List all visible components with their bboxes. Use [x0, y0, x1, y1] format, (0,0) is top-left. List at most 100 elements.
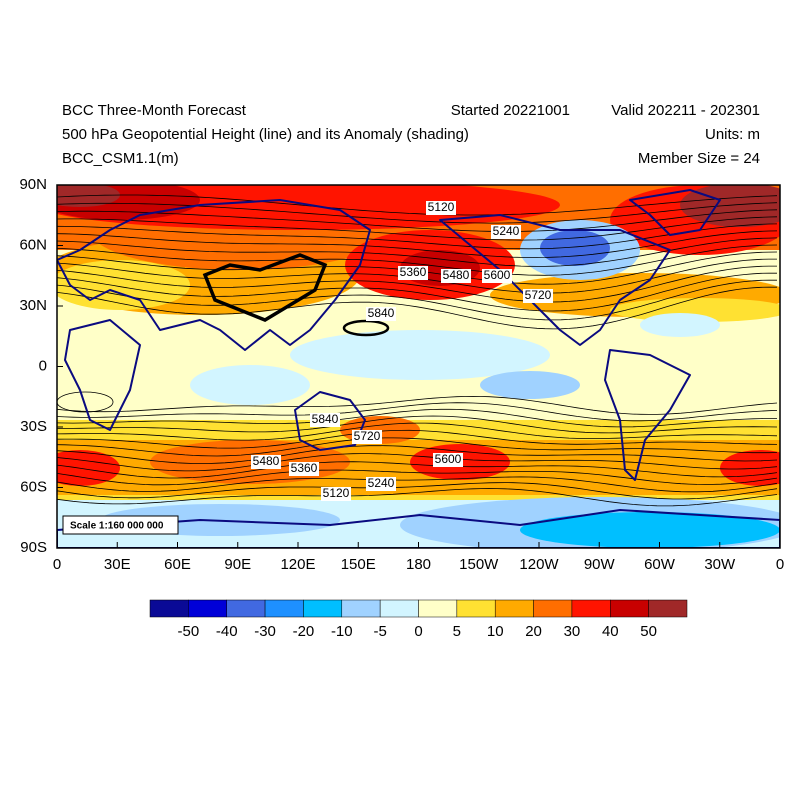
- members: Member Size = 24: [638, 150, 760, 167]
- x-tick-label: 150E: [341, 556, 376, 573]
- colorbar-box: [379, 599, 419, 618]
- colorbar-label: 40: [602, 623, 619, 640]
- contour-label: 5840: [368, 306, 395, 320]
- contour: [57, 265, 777, 303]
- x-tick-label: 90W: [584, 556, 616, 573]
- colorbar-label: -20: [293, 623, 315, 640]
- colorbar-box: [149, 599, 189, 618]
- x-tick-label: 90E: [224, 556, 251, 573]
- x-tick-label: 30E: [104, 556, 131, 573]
- x-tick-label: 60E: [164, 556, 191, 573]
- contour: [57, 209, 778, 232]
- contour-label: 5360: [400, 265, 427, 279]
- contour: [57, 453, 778, 472]
- contour-label-bg: [251, 455, 281, 469]
- y-tick-label: 30N: [19, 297, 47, 314]
- contour: [57, 461, 778, 479]
- colorbar-label: 5: [453, 623, 461, 640]
- x-tick-label: 150W: [459, 556, 499, 573]
- colorbar-box: [188, 599, 227, 618]
- y-tick-label: 90S: [20, 539, 47, 556]
- coastlines: [57, 189, 780, 548]
- contour-label: 5720: [354, 429, 381, 443]
- colorbar-box: [341, 599, 381, 618]
- contour: [57, 244, 778, 276]
- contour: [57, 286, 778, 330]
- contour: [57, 237, 778, 267]
- contour-label-bg: [366, 477, 396, 491]
- contour-label-bg: [289, 462, 319, 476]
- contour-label-bg: [352, 430, 382, 444]
- contour: [57, 391, 114, 413]
- colorbar-box: [418, 599, 458, 618]
- contour: [57, 402, 778, 422]
- y-tick-label: 60S: [20, 478, 47, 495]
- contour: [57, 279, 778, 321]
- contour: [57, 194, 778, 216]
- colorbar-box: [264, 599, 304, 618]
- valid: Valid 202211 - 202301: [611, 102, 760, 119]
- colorbar-label: -5: [373, 623, 386, 640]
- contour: [57, 272, 778, 312]
- contour: [57, 437, 778, 457]
- contour: [57, 202, 778, 224]
- contour: [57, 216, 778, 241]
- contour-label-bg: [310, 413, 340, 427]
- y-tick-label: 60N: [19, 236, 47, 253]
- contour: [57, 445, 778, 464]
- model: BCC_CSM1.1(m): [62, 150, 179, 167]
- subtitle: 500 hPa Geopotential Height (line) and i…: [62, 126, 469, 143]
- contour-label-bg: [426, 201, 456, 215]
- contour-label: 5120: [323, 486, 350, 500]
- y-tick-label: 30S: [20, 418, 47, 435]
- colorbar-box: [456, 599, 496, 618]
- contour-label: 5480: [443, 268, 470, 282]
- contour-label: 5600: [484, 268, 511, 282]
- contour: [57, 476, 778, 493]
- colorbar-label: 50: [640, 623, 657, 640]
- title: BCC Three-Month Forecast: [62, 102, 247, 119]
- colorbar-label: -30: [254, 623, 276, 640]
- contour: [57, 469, 778, 486]
- units: Units: m: [705, 126, 760, 143]
- x-tick-label: 120E: [280, 556, 315, 573]
- x-tick-label: 60W: [644, 556, 676, 573]
- colorbar-box: [494, 599, 534, 618]
- colorbar-label: 0: [414, 623, 422, 640]
- contour-label-bg: [441, 269, 471, 283]
- contour-label: 5480: [253, 454, 280, 468]
- colorbar-box: [533, 599, 573, 618]
- contour-label-bg: [491, 225, 521, 239]
- contour: [57, 422, 778, 441]
- contour-label: 5600: [435, 452, 462, 466]
- contour-label-bg: [433, 453, 463, 467]
- x-tick-label: 0: [776, 556, 784, 573]
- contour: [57, 429, 778, 449]
- colorbar-box: [226, 599, 266, 618]
- contour-label: 5720: [525, 288, 552, 302]
- contour-label: 5240: [368, 476, 395, 490]
- contour-label: 5120: [428, 200, 455, 214]
- contour: [57, 395, 778, 415]
- contour: [57, 488, 778, 507]
- contour: [57, 415, 778, 434]
- colorbar-label: 10: [487, 623, 504, 640]
- scale-box: [62, 515, 179, 535]
- contour-label: 5240: [493, 224, 520, 238]
- colorbar-box: [303, 599, 343, 618]
- colorbar-label: 30: [564, 623, 581, 640]
- x-tick-label: 30W: [704, 556, 736, 573]
- contour: [57, 482, 778, 500]
- colorbar-box: [648, 599, 688, 618]
- colorbar-label: -40: [216, 623, 238, 640]
- colorbar-box: [571, 599, 611, 618]
- scale-label: Scale 1:160 000 000: [70, 521, 164, 532]
- contour-label-bg: [482, 269, 512, 283]
- x-tick-label: 120W: [519, 556, 559, 573]
- x-tick-label: 180: [406, 556, 431, 573]
- colorbar-label: 20: [525, 623, 542, 640]
- colorbar-box: [610, 599, 649, 618]
- contour-label-bg: [523, 289, 553, 303]
- colorbar-label: -10: [331, 623, 353, 640]
